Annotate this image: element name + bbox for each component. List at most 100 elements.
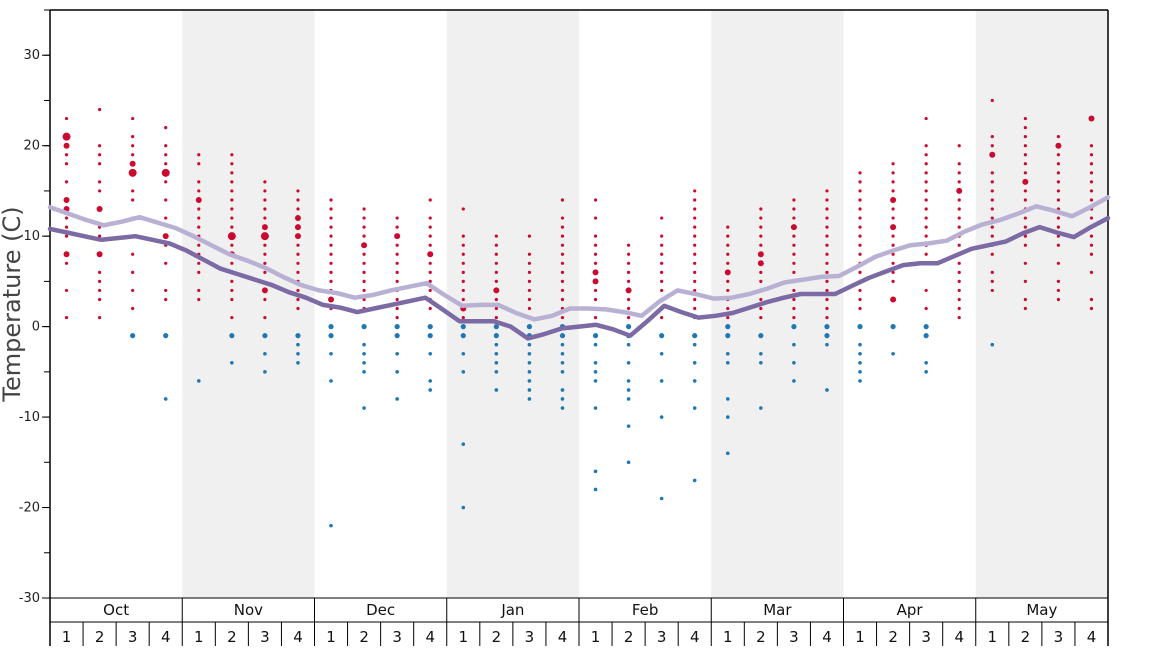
month-shading (182, 10, 1108, 598)
warm-temperature-point (792, 198, 796, 202)
warm-temperature-point (825, 243, 829, 247)
warm-temperature-point (197, 297, 201, 302)
warm-temperature-point (164, 297, 168, 302)
warm-temperature-point (858, 225, 862, 229)
warm-temperature-point (825, 189, 829, 193)
warm-temperature-point (362, 216, 366, 220)
month-band-shade (975, 10, 1108, 598)
warm-temperature-point (395, 306, 399, 311)
warm-temperature-point (693, 288, 697, 293)
warm-temperature-point (1023, 126, 1027, 130)
warm-temperature-point (362, 207, 366, 211)
warm-temperature-point (1089, 306, 1094, 311)
month-label: Jan (500, 601, 524, 619)
warm-temperature-point (625, 287, 632, 294)
warm-temperature-point (1023, 234, 1027, 238)
warm-temperature-point (560, 198, 565, 202)
warm-temperature-point (1089, 198, 1094, 202)
warm-temperature-point (361, 242, 368, 249)
warm-temperature-point (1055, 142, 1062, 149)
warm-temperature-point (726, 261, 730, 265)
warm-temperature-point (1089, 243, 1094, 247)
warm-temperature-point (825, 279, 829, 283)
warm-temperature-point (164, 198, 168, 202)
warm-temperature-point (858, 207, 862, 211)
warm-temperature-point (759, 234, 763, 238)
cold-temperature-point (560, 342, 565, 347)
warm-temperature-point (296, 270, 300, 274)
warm-temperature-point (428, 279, 432, 283)
warm-temperature-point (162, 233, 169, 240)
cold-temperature-point (592, 333, 599, 339)
warm-temperature-point (64, 116, 69, 121)
warm-temperature-point (626, 243, 631, 247)
cold-temperature-point (427, 324, 433, 330)
warm-temperature-point (825, 216, 829, 220)
warm-temperature-point (858, 306, 862, 311)
cold-temperature-point (493, 333, 499, 339)
warm-temperature-point (97, 107, 102, 112)
cold-temperature-point (230, 361, 234, 365)
warm-temperature-point (693, 189, 697, 193)
warm-temperature-point (956, 187, 963, 194)
warm-temperature-point (197, 261, 201, 265)
warm-temperature-point (263, 180, 267, 184)
warm-temperature-point (990, 171, 994, 175)
warm-temperature-point (428, 261, 432, 265)
warm-temperature-point (527, 306, 532, 311)
warm-temperature-point (891, 243, 895, 247)
warm-temperature-point (626, 297, 631, 302)
warm-temperature-point (461, 315, 465, 320)
month-label: Apr (897, 601, 924, 619)
cold-temperature-point (923, 333, 929, 339)
cold-temperature-point (858, 351, 862, 356)
cold-temperature-point (593, 406, 598, 410)
cold-temperature-point (559, 333, 566, 339)
trend-line-dark (47, 215, 1111, 341)
warm-temperature-point (427, 251, 434, 258)
week-label: 2 (756, 628, 766, 646)
warm-temperature-point (395, 216, 399, 220)
cold-temperature-point (692, 342, 697, 347)
warm-temperature-point (990, 225, 994, 229)
month-label: Oct (103, 601, 129, 619)
warm-temperature-point (924, 162, 928, 166)
warm-temperature-point (64, 234, 69, 238)
warm-temperature-point (858, 243, 862, 247)
warm-temperature-point (990, 234, 994, 238)
warm-temperature-point (726, 279, 730, 283)
warm-temperature-point (263, 243, 267, 247)
warm-temperature-point (296, 198, 300, 202)
warm-temperature-point (593, 297, 598, 302)
warm-temperature-point (394, 233, 401, 240)
week-label: 4 (954, 628, 964, 646)
warm-temperature-point (263, 270, 267, 274)
warm-temperature-point (461, 297, 465, 302)
week-label: 1 (326, 628, 336, 646)
cold-temperature-point (494, 370, 499, 374)
warm-temperature-point (858, 198, 862, 202)
warm-temperature-point (858, 288, 862, 293)
week-label: 4 (1087, 628, 1097, 646)
warm-temperature-point (328, 296, 335, 303)
cold-temperature-point (792, 379, 796, 383)
warm-temperature-point (660, 261, 664, 265)
cold-temperature-point (527, 397, 532, 401)
warm-temperature-point (626, 279, 631, 283)
month-band-shade (711, 10, 844, 598)
week-label: 3 (789, 628, 799, 646)
cold-temperature-point (759, 406, 763, 410)
week-label: 4 (690, 628, 700, 646)
warm-temperature-point (693, 216, 697, 220)
warm-temperature-point (957, 306, 961, 311)
week-label: 2 (888, 628, 898, 646)
warm-temperature-point (726, 252, 730, 256)
warm-temperature-point (428, 306, 432, 311)
warm-temperature-point (726, 234, 730, 238)
warm-temperature-point (957, 171, 961, 175)
warm-temperature-point (891, 216, 895, 220)
warm-temperature-point (164, 180, 168, 184)
cold-temperature-point (659, 351, 664, 356)
warm-temperature-point (792, 261, 796, 265)
warm-temperature-point (395, 261, 399, 265)
